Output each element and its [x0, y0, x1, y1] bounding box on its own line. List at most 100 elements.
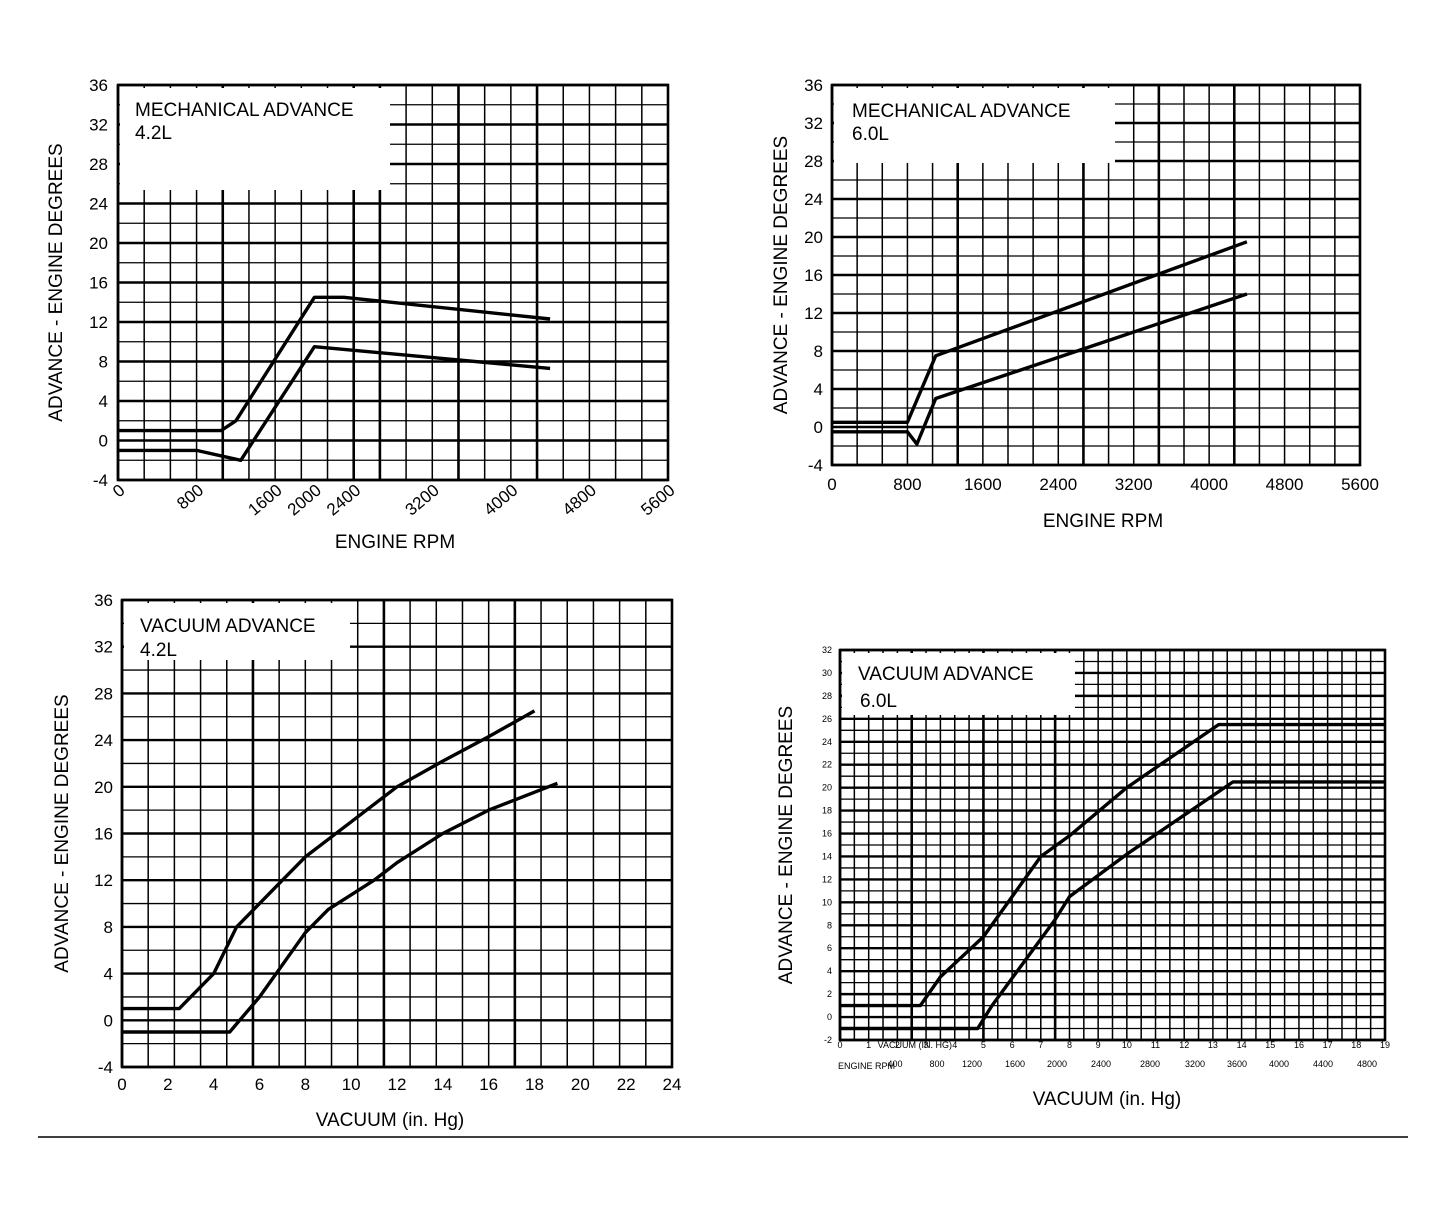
- rpm-tick-label: 4800: [1357, 1059, 1377, 1069]
- x-tick-label: 1600: [245, 481, 286, 520]
- x-tick-label: 4: [952, 1040, 957, 1050]
- x-tick-label: 8: [301, 1075, 310, 1094]
- y-tick-label: 6: [827, 943, 832, 953]
- y-tick-label: 36: [89, 76, 108, 95]
- chart-title: MECHANICAL ADVANCE: [135, 100, 354, 121]
- y-tick-label: 4: [814, 380, 823, 399]
- x-tick-label: 0: [837, 1040, 842, 1050]
- y-tick-label: 20: [804, 228, 823, 247]
- x-tick-label: 0: [827, 475, 836, 494]
- y-tick-label: 32: [822, 645, 832, 655]
- rpm-tick-title: ENGINE RPM: [838, 1061, 895, 1071]
- y-tick-label: 10: [822, 897, 832, 907]
- x-tick-label: 11: [1151, 1040, 1160, 1050]
- y-tick-label: 28: [94, 684, 113, 703]
- x-tick-label: 12: [388, 1075, 407, 1094]
- chart-title: VACUUM ADVANCE: [858, 664, 1034, 685]
- y-tick-label: 0: [104, 1011, 113, 1030]
- y-tick-label: 4: [104, 965, 113, 984]
- x-tick-label: 800: [893, 475, 921, 494]
- x-tick-label: 4000: [1190, 475, 1228, 494]
- series-line-2: [832, 292, 1248, 446]
- x-tick-label: 19: [1380, 1040, 1390, 1050]
- y-tick-label: -4: [93, 471, 108, 490]
- chart-2: MECHANICAL ADVANCE6.0L36322824201612840-…: [771, 76, 1379, 532]
- y-tick-label: 18: [822, 806, 832, 816]
- rpm-tick-label: 2400: [1091, 1059, 1111, 1069]
- y-tick-label: -4: [98, 1058, 113, 1077]
- y-tick-label: 12: [822, 874, 832, 884]
- y-tick-label: -4: [808, 456, 823, 475]
- y-tick-label: 16: [804, 266, 823, 285]
- x-tick-title: VACUUM (IN. HG): [878, 1040, 952, 1050]
- rpm-tick-label: 3600: [1227, 1059, 1247, 1069]
- y-axis-title: ADVANCE - ENGINE DEGREES: [776, 706, 797, 984]
- x-tick-label: 8: [1067, 1040, 1072, 1050]
- y-tick-label: 24: [804, 190, 823, 209]
- y-tick-label: 32: [804, 114, 823, 133]
- y-tick-label: 0: [814, 418, 823, 437]
- y-tick-label: 24: [94, 731, 113, 750]
- rpm-tick-label: 1200: [962, 1059, 982, 1069]
- x-tick-label: 5600: [637, 481, 678, 520]
- x-tick-label: 2: [163, 1075, 172, 1094]
- y-tick-label: 4: [99, 392, 108, 411]
- rpm-tick-label: 400: [887, 1059, 902, 1069]
- title-box: [842, 653, 1075, 715]
- y-tick-label: 8: [827, 920, 832, 930]
- x-axis-title: ENGINE RPM: [335, 532, 455, 553]
- rpm-tick-label: 1600: [1005, 1059, 1025, 1069]
- rpm-tick-label: 4400: [1313, 1059, 1333, 1069]
- title-box: [120, 88, 390, 190]
- y-tick-label: 20: [822, 783, 832, 793]
- y-tick-label: 16: [89, 274, 108, 293]
- y-tick-label: 28: [804, 152, 823, 171]
- y-tick-label: 12: [89, 313, 108, 332]
- x-axis-title: VACUUM (in. Hg): [1033, 1089, 1182, 1110]
- chart-1: MECHANICAL ADVANCE4.2L36322824201612840-…: [46, 76, 679, 553]
- x-tick-label: 6: [1010, 1040, 1015, 1050]
- x-tick-label: 18: [525, 1075, 544, 1094]
- x-tick-label: 17: [1323, 1040, 1333, 1050]
- series-line-2: [118, 345, 551, 462]
- rpm-tick-label: 800: [929, 1059, 944, 1069]
- x-tick-label: 14: [1237, 1040, 1247, 1050]
- x-tick-label: 10: [1122, 1040, 1132, 1050]
- y-tick-label: 0: [827, 1012, 832, 1022]
- y-axis-title: ADVANCE - ENGINE DEGREES: [52, 694, 73, 972]
- x-tick-label: 18: [1351, 1040, 1361, 1050]
- chart-subtitle: 6.0L: [852, 124, 889, 145]
- x-tick-label: 20: [571, 1075, 590, 1094]
- x-tick-label: 16: [1294, 1040, 1304, 1050]
- x-tick-label: 12: [1179, 1040, 1189, 1050]
- x-tick-label: 10: [342, 1075, 361, 1094]
- series-line-2: [122, 781, 559, 1034]
- x-tick-label: 800: [173, 481, 207, 514]
- rpm-tick-label: 2000: [1047, 1059, 1067, 1069]
- x-tick-label: 22: [617, 1075, 636, 1094]
- x-tick-label: 4800: [559, 481, 600, 520]
- chart-title: MECHANICAL ADVANCE: [852, 101, 1071, 122]
- x-tick-label: 3200: [1115, 475, 1153, 494]
- title-box: [834, 88, 1115, 163]
- y-tick-label: 30: [822, 668, 832, 678]
- plot-frame: [116, 83, 670, 482]
- x-tick-label: 6: [255, 1075, 264, 1094]
- rpm-tick-label: 4000: [1269, 1059, 1289, 1069]
- y-tick-label: 0: [99, 432, 108, 451]
- chart-subtitle: 4.2L: [140, 640, 177, 661]
- x-tick-label: 4: [209, 1075, 218, 1094]
- y-tick-label: 36: [94, 591, 113, 610]
- x-tick-label: 14: [433, 1075, 452, 1094]
- x-axis-title: VACUUM (in. Hg): [316, 1110, 465, 1131]
- plot-frame: [120, 598, 674, 1069]
- y-tick-label: 32: [94, 638, 113, 657]
- y-tick-label: 20: [89, 234, 108, 253]
- plot-frame: [838, 648, 1387, 1042]
- series-line-1: [118, 295, 551, 433]
- rpm-tick-label: 2800: [1140, 1059, 1160, 1069]
- y-axis-title: ADVANCE - ENGINE DEGREES: [771, 136, 792, 414]
- x-tick-label: 3: [924, 1040, 929, 1050]
- plot-frame: [830, 83, 1362, 467]
